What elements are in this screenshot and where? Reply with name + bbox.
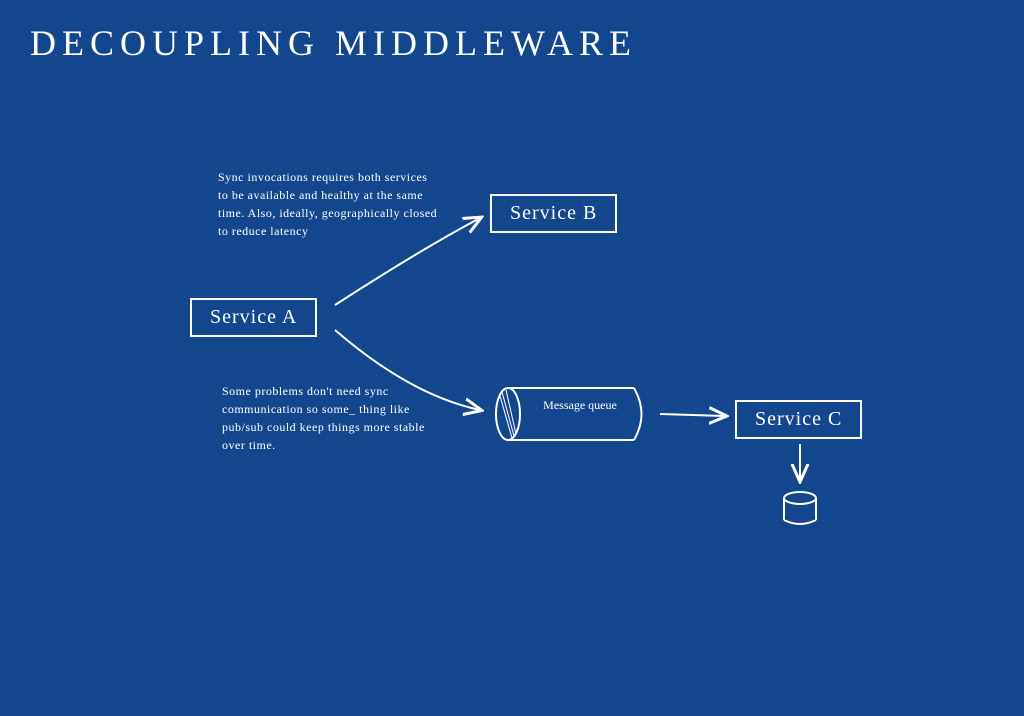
annotation-async: Some problems don't need sync communicat… — [222, 382, 432, 454]
queue-label: Message queue — [540, 398, 620, 413]
node-database — [782, 490, 818, 533]
diagram-arrows — [0, 0, 1024, 716]
node-message-queue — [494, 384, 654, 449]
node-service-b: Service B — [490, 194, 617, 233]
page-title: DECOUPLING MIDDLEWARE — [30, 22, 637, 64]
annotation-sync: Sync invocations requires both services … — [218, 168, 438, 240]
node-service-a: Service A — [190, 298, 317, 337]
node-service-c: Service C — [735, 400, 862, 439]
